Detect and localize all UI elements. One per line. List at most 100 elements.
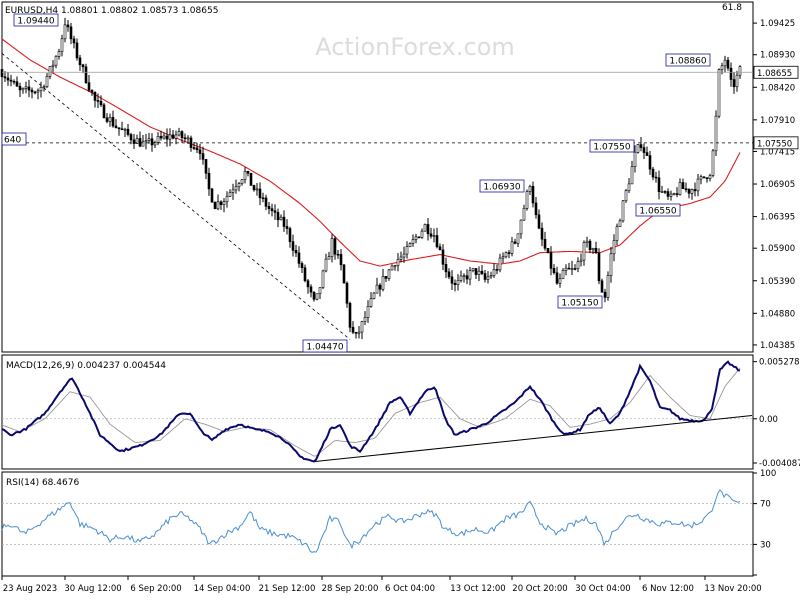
price-annotation-box — [479, 179, 525, 193]
level-price-tag-box — [753, 136, 799, 150]
candle-body — [174, 134, 178, 139]
candle-body — [186, 137, 190, 140]
candle-body — [249, 172, 253, 186]
candle-body — [120, 128, 124, 131]
candle-body — [282, 216, 286, 227]
candle-body — [681, 182, 685, 190]
rsi-label: RSI(14) 68.4676 — [6, 478, 79, 488]
time-axis-label: 13 Nov 20:00 — [704, 584, 761, 594]
candle-body — [222, 201, 226, 205]
candle-body — [327, 256, 331, 260]
candle-body — [30, 89, 34, 93]
candle-body — [171, 134, 175, 139]
candle-body — [588, 240, 592, 250]
candle-body — [261, 197, 265, 200]
candle-body — [99, 100, 103, 106]
candle-body — [378, 284, 382, 290]
candle-body — [342, 264, 346, 284]
candle-body — [309, 286, 313, 293]
candle-body — [321, 270, 325, 288]
candle-body — [498, 257, 502, 271]
candle-body — [369, 298, 373, 307]
candle-body — [468, 270, 472, 280]
candle-body — [12, 80, 16, 83]
candle-body — [126, 128, 130, 135]
symbol-info-label: EURUSD,H4 1.08801 1.08802 1.08573 1.0865… — [5, 6, 218, 16]
macd-label: MACD(12,26,9) 0.004237 0.004544 — [6, 361, 166, 371]
candle-body — [609, 253, 613, 276]
candle-body — [363, 317, 367, 323]
candle-body — [474, 268, 478, 275]
candle-body — [264, 197, 268, 207]
candle-body — [87, 82, 91, 91]
rsi-axis-label: 100 — [760, 469, 776, 479]
price-axis-label: 1.04385 — [760, 341, 795, 351]
price-annotation-label: 1.04470 — [306, 343, 343, 353]
candle-body — [507, 252, 511, 254]
candle-body — [6, 77, 10, 81]
candle-body — [555, 272, 559, 284]
candle-body — [39, 87, 43, 92]
price-annotation-box — [13, 13, 59, 27]
candle-body — [348, 303, 352, 328]
candle-body — [669, 193, 673, 197]
candle-body — [720, 65, 724, 71]
time-axis-label: 14 Sep 04:00 — [194, 584, 251, 594]
candle-body — [420, 230, 424, 238]
candle-body — [675, 193, 679, 195]
candle-body — [522, 208, 526, 221]
candle-body — [177, 131, 181, 136]
candle-body — [732, 79, 736, 88]
price-axis-label: 1.04880 — [760, 309, 795, 319]
candle-body — [303, 267, 307, 282]
candle-body — [693, 189, 697, 192]
candle-body — [456, 280, 460, 285]
candle-body — [402, 253, 406, 258]
time-axis-label: 30 Oct 04:00 — [575, 584, 630, 594]
candle-body — [672, 193, 676, 195]
candle-body — [663, 191, 667, 193]
candle-body — [600, 280, 604, 293]
candle-body — [135, 138, 139, 144]
candle-body — [492, 269, 496, 276]
candle-body — [330, 238, 334, 257]
candle-body — [585, 240, 589, 243]
candle-body — [627, 183, 631, 191]
candle-body — [3, 76, 7, 79]
candle-body — [717, 69, 721, 117]
candle-body — [558, 278, 562, 284]
candle-body — [117, 127, 121, 130]
price-annotation-box — [665, 53, 711, 67]
candle-body — [225, 196, 229, 202]
candle-body — [702, 176, 706, 179]
candle-body — [234, 186, 238, 191]
candle-body — [735, 74, 739, 88]
candle-body — [255, 188, 259, 191]
candle-body — [156, 136, 160, 143]
candle-body — [435, 235, 439, 248]
candle-body — [15, 81, 19, 87]
candle-body — [432, 235, 436, 237]
macd-signal-line — [1, 367, 741, 457]
price-annotation-box — [589, 139, 635, 153]
candle-body — [678, 182, 682, 195]
price-annotation-box — [302, 339, 348, 353]
candle-body — [360, 321, 364, 333]
candle-body — [210, 188, 214, 203]
candle-body — [630, 166, 634, 185]
candle-body — [246, 171, 250, 174]
candle-body — [207, 172, 211, 190]
time-axis-label: 23 Aug 2023 — [3, 584, 57, 594]
time-axis-label: 13 Oct 12:00 — [450, 584, 505, 594]
candle-body — [195, 147, 199, 151]
candle-body — [90, 90, 94, 93]
candle-body — [279, 216, 283, 221]
candle-body — [729, 67, 733, 80]
candle-body — [312, 291, 316, 300]
candle-body — [78, 57, 82, 66]
candle-body — [72, 38, 76, 44]
prior-level-label: 640 — [4, 136, 21, 146]
candle-body — [462, 275, 466, 278]
candle-body — [618, 220, 622, 228]
